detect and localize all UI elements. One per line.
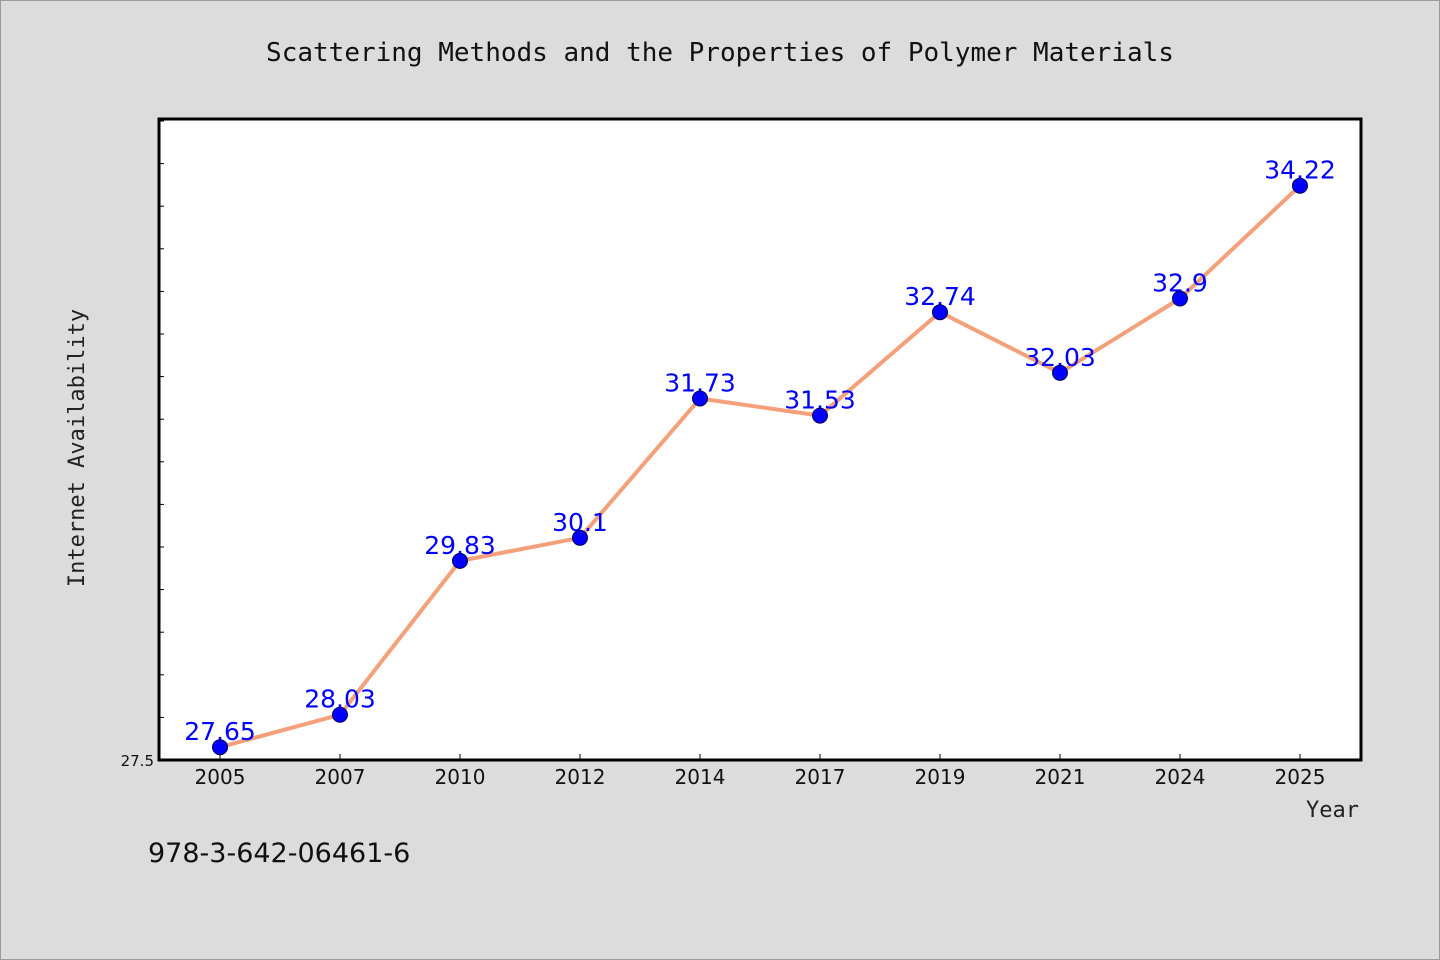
x-tick-label: 2017: [795, 765, 846, 789]
x-tick-label: 2014: [675, 765, 726, 789]
x-tick-label: 2005: [195, 765, 246, 789]
y-axis-tick-labels: 27.5: [121, 752, 154, 770]
data-point: [572, 529, 588, 546]
y-axis-title: Internet Availability: [65, 309, 90, 587]
data-markers: [212, 177, 1308, 756]
data-point: [932, 304, 948, 321]
data-point: [452, 552, 468, 569]
x-tick-label: 2021: [1035, 765, 1086, 789]
data-point: [692, 390, 708, 407]
data-point: [812, 407, 828, 424]
data-point: [212, 739, 228, 756]
data-point: [1292, 177, 1308, 194]
data-point: [1172, 290, 1188, 307]
y-tick-label: 27.5: [121, 752, 154, 770]
x-axis-tick-labels: 2005 2007 2010 2012 2014 2017 2019 2021 2024 2025: [195, 765, 1326, 789]
chart-title: Scattering Methods and the Properties of…: [266, 38, 1174, 68]
x-tick-label: 2010: [435, 765, 486, 789]
y-axis-ticks: [159, 120, 164, 761]
x-tick-label: 2012: [555, 765, 606, 789]
x-axis-title: Year: [1306, 798, 1359, 823]
data-point: [1052, 364, 1068, 381]
x-tick-label: 2019: [915, 765, 966, 789]
x-tick-label: 2007: [315, 765, 366, 789]
x-axis-ticks: [219, 754, 1301, 760]
data-point: [332, 706, 348, 723]
series-line: [218, 183, 1302, 750]
x-tick-label: 2024: [1155, 765, 1206, 789]
isbn-footer: 978-3-642-06461-6: [148, 838, 410, 869]
plot-area: [157, 117, 1363, 762]
x-tick-label: 2025: [1275, 765, 1326, 789]
